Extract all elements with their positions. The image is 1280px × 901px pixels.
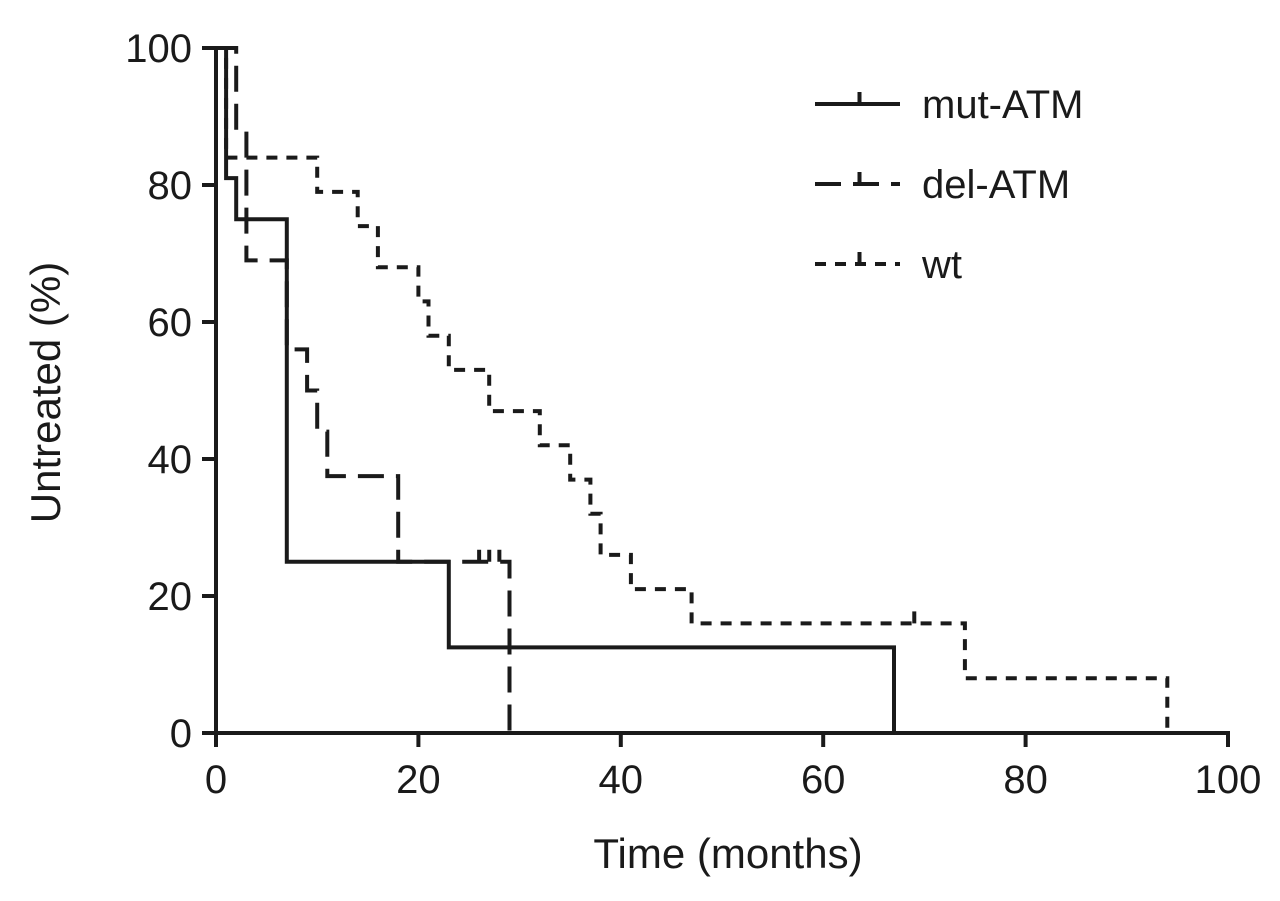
- ticks: 0 20 40 60 80 100 0 20 40 60 80 100: [125, 27, 1261, 802]
- series-line-mut-atm: [216, 46, 896, 733]
- x-tick-label-60: 60: [801, 758, 846, 802]
- x-tick-label-40: 40: [599, 758, 644, 802]
- y-tick-label-20: 20: [148, 575, 193, 619]
- y-tick-label-80: 80: [148, 164, 193, 208]
- legend-item-del-atm: del-ATM: [815, 163, 1070, 207]
- y-tick-label-60: 60: [148, 301, 193, 345]
- x-tick-label-0: 0: [205, 758, 227, 802]
- series-layer: [216, 46, 1170, 733]
- series-line-wt: [216, 46, 1170, 733]
- x-tick-label-20: 20: [396, 758, 441, 802]
- y-tick-label-0: 0: [170, 712, 192, 756]
- y-tick-label-100: 100: [125, 27, 192, 71]
- legend-label-del-atm: del-ATM: [922, 163, 1070, 207]
- series-line-del-atm: [216, 46, 512, 733]
- y-axis-title: Untreated (%): [22, 262, 69, 523]
- legend: mut-ATM del-ATM wt: [815, 83, 1083, 287]
- legend-label-mut-atm: mut-ATM: [922, 83, 1083, 127]
- legend-item-wt: wt: [815, 243, 962, 287]
- axes: [214, 46, 1230, 735]
- x-tick-label-80: 80: [1003, 758, 1048, 802]
- x-tick-label-100: 100: [1195, 758, 1262, 802]
- x-axis-title: Time (months): [593, 830, 862, 877]
- legend-label-wt: wt: [921, 243, 962, 287]
- legend-item-mut-atm: mut-ATM: [815, 83, 1083, 127]
- y-tick-label-40: 40: [148, 438, 193, 482]
